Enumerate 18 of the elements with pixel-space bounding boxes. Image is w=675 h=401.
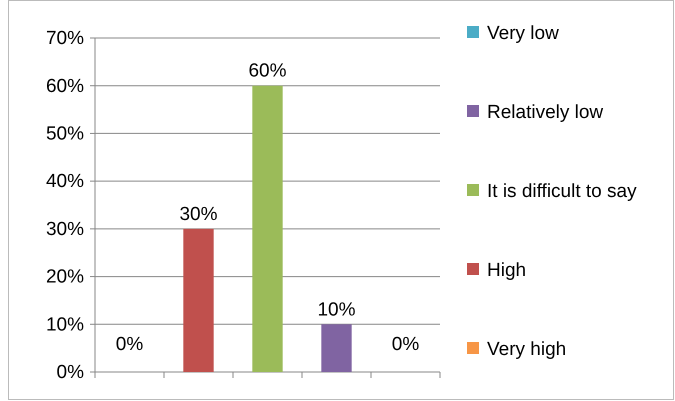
- legend-label: It is difficult to say: [487, 181, 638, 202]
- data-label: 10%: [317, 299, 356, 320]
- y-tick-label: 30%: [46, 218, 84, 240]
- y-tick-label: 40%: [46, 171, 84, 192]
- data-label: 0%: [116, 334, 144, 355]
- legend-label: Very low: [487, 23, 560, 44]
- y-tick-label: 60%: [46, 76, 84, 97]
- legend-label: Very high: [487, 339, 566, 360]
- data-label: 0%: [392, 334, 420, 355]
- y-tick-label: 0%: [56, 362, 84, 384]
- data-label: 30%: [179, 204, 218, 225]
- data-label: 60%: [248, 60, 287, 82]
- y-tick-label: 20%: [46, 266, 84, 288]
- legend-label: High: [487, 260, 526, 281]
- y-tick-label: 10%: [46, 314, 84, 336]
- y-tick-label: 50%: [46, 124, 84, 145]
- y-tick-label: 70%: [46, 28, 84, 50]
- legend-label: Relatively low: [487, 102, 604, 123]
